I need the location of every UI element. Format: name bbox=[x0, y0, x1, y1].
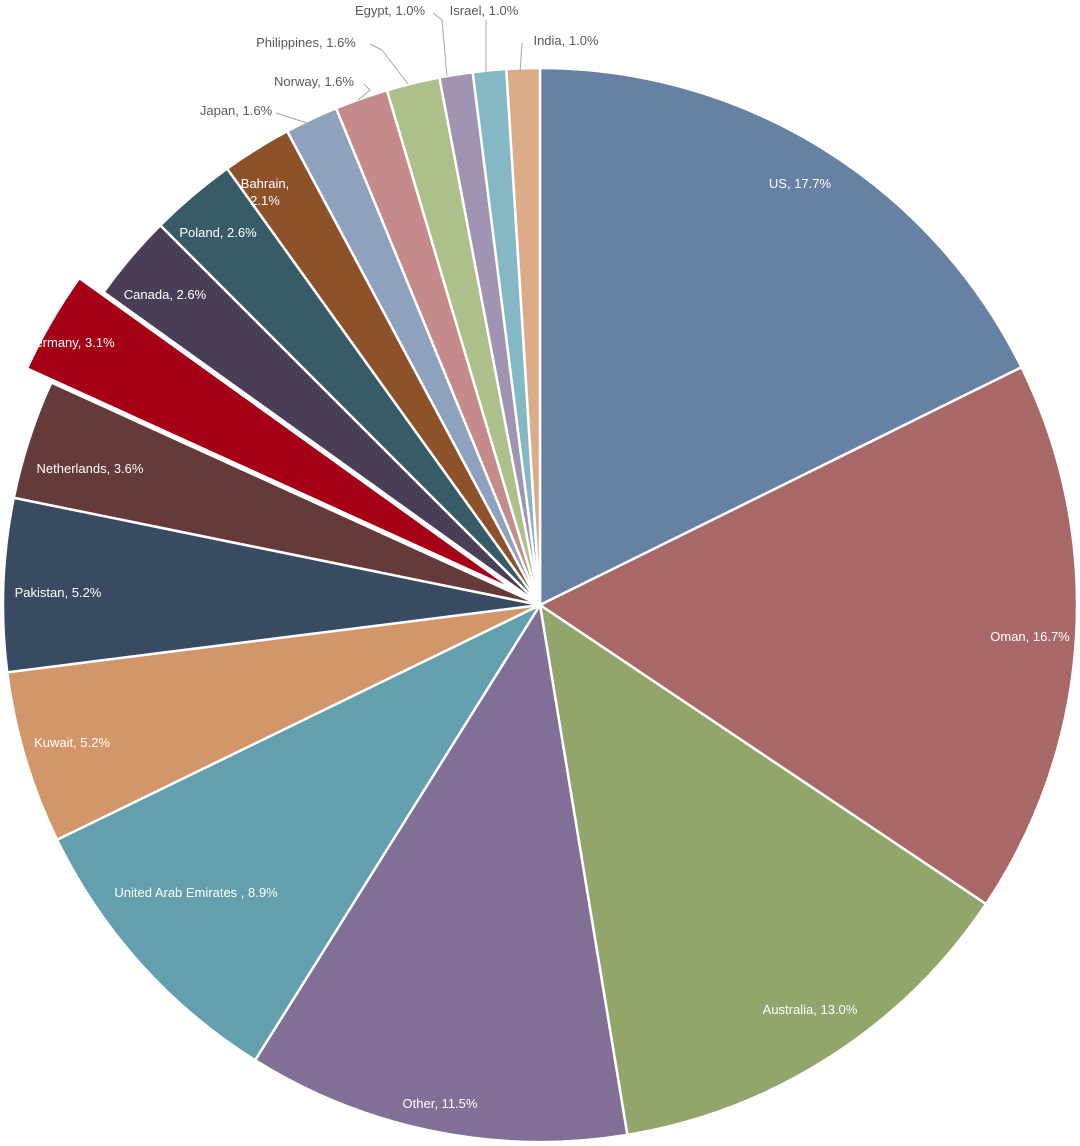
slice-pakistan bbox=[1, 496, 541, 674]
slice-united-arab-emirates bbox=[55, 601, 544, 1062]
data-label-bahrain: Bahrain, 2.1% bbox=[241, 176, 289, 208]
slice-oman bbox=[537, 365, 1079, 906]
slice-germany bbox=[25, 276, 517, 593]
data-label-poland: Poland, 2.6% bbox=[179, 225, 257, 240]
data-label-kuwait: Kuwait, 5.2% bbox=[34, 735, 110, 750]
data-label-pakistan: Pakistan, 5.2% bbox=[15, 585, 102, 600]
slice-kuwait bbox=[5, 603, 541, 842]
data-label-germany: Germany, 3.1% bbox=[25, 335, 115, 350]
data-label-united-arab-emirates: United Arab Emirates , 8.9% bbox=[114, 885, 278, 900]
slice-netherlands bbox=[12, 380, 541, 607]
data-label-canada: Canada, 2.6% bbox=[124, 287, 207, 302]
data-label-egypt: Egypt, 1.0% bbox=[355, 3, 426, 18]
data-label-israel: Israel, 1.0% bbox=[450, 3, 519, 18]
data-label-australia: Australia, 13.0% bbox=[763, 1002, 858, 1017]
leader-lines bbox=[275, 12, 523, 125]
leader-line-norway bbox=[357, 83, 371, 101]
data-label-us: US, 17.7% bbox=[769, 176, 832, 191]
data-label-japan: Japan, 1.6% bbox=[200, 103, 273, 118]
data-label-philippines: Philippines, 1.6% bbox=[256, 35, 356, 50]
slice-australia bbox=[538, 602, 988, 1137]
slice-other bbox=[253, 601, 629, 1144]
leader-line-egypt bbox=[432, 12, 448, 77]
data-label-netherlands: Netherlands, 3.6% bbox=[37, 461, 144, 476]
pie-slices bbox=[1, 66, 1079, 1144]
leader-line-philippines bbox=[369, 43, 409, 85]
data-label-india: India, 1.0% bbox=[533, 33, 598, 48]
leader-line-japan bbox=[275, 112, 311, 125]
slice-india bbox=[504, 66, 542, 606]
data-label-other: Other, 11.5% bbox=[403, 1096, 478, 1111]
slice-labels: US, 17.7% Oman, 16.7% Australia, 13.0% Othe… bbox=[15, 3, 1071, 1111]
leader-line-india bbox=[519, 42, 523, 73]
slice-us bbox=[538, 66, 1024, 608]
data-label-oman: Oman, 16.7% bbox=[990, 629, 1070, 644]
data-label-norway: Norway, 1.6% bbox=[274, 74, 354, 89]
